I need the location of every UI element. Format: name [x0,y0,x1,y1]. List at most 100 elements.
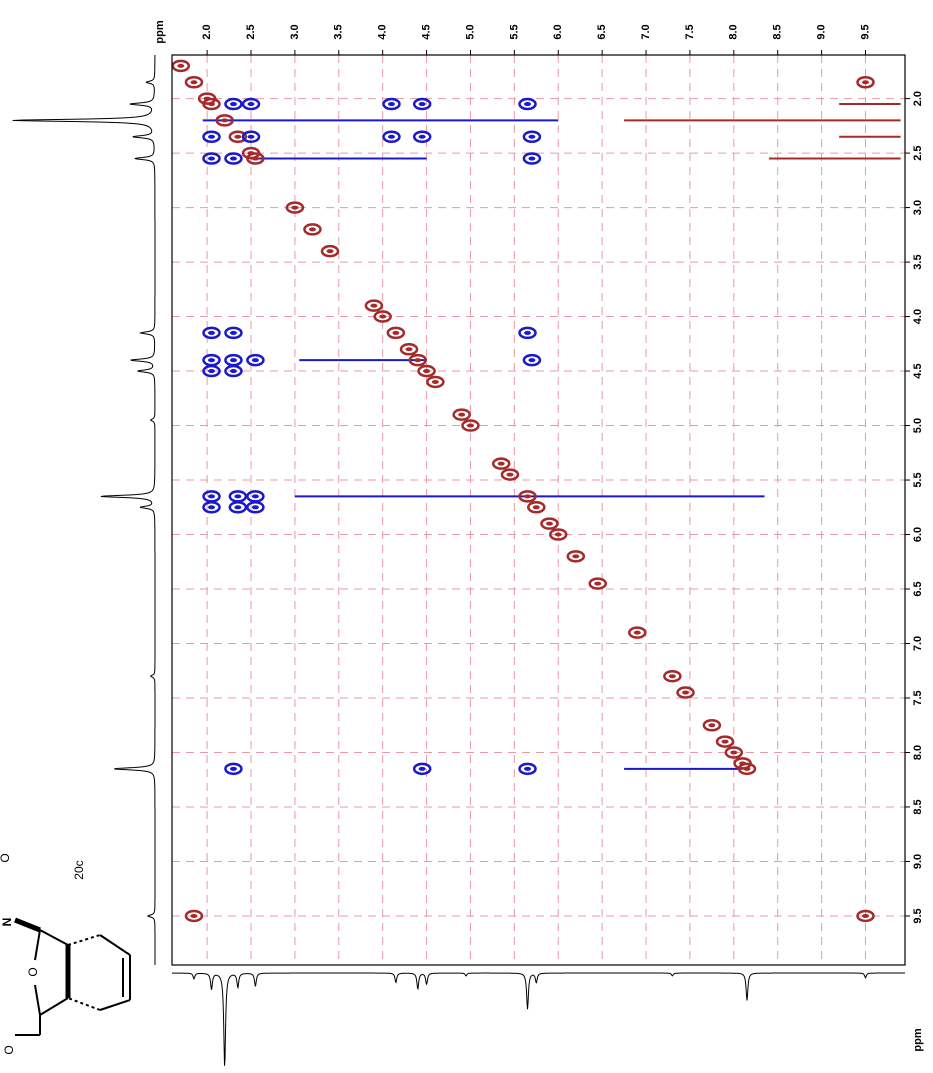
x-tick-label: 4.0 [377,24,389,39]
peak-core [229,156,237,161]
x-tick-label: 5.5 [508,24,520,39]
peak [228,130,248,143]
peak [856,75,875,89]
peak [518,97,537,111]
peak-core [730,750,738,755]
peak [246,501,265,514]
x-tick-label: 6.0 [552,24,564,39]
y-tick-label: 6.5 [912,581,924,596]
peak [224,97,243,111]
y-tick-label: 9.5 [912,908,924,923]
peak [224,326,243,340]
trace-left [12,55,156,965]
peak-core [466,423,474,428]
peak-core [234,134,242,139]
peak-core [370,303,378,308]
structure [14,917,131,1036]
peak-core [190,913,198,918]
peak-core [234,505,242,510]
peak-core [251,505,259,510]
peak [676,686,695,699]
bond [99,934,131,956]
peak-core [682,690,690,695]
y-tick-label: 2.5 [912,145,924,160]
peak [171,59,191,73]
peak-core [208,369,216,374]
peak [408,353,428,367]
peak [241,130,261,143]
peak-core [229,330,237,335]
atom: O [0,853,12,862]
x-tick-label: 5.0 [464,24,476,39]
y-tick-label: 2.0 [912,91,924,106]
peak [856,909,875,923]
peak-core [291,205,299,210]
peak-core [528,156,536,161]
peak [224,762,243,776]
atom: N [0,918,14,927]
x-tick-label: 6.5 [596,24,608,39]
y-tick-label: 4.5 [912,363,924,378]
peak [382,130,401,143]
peak-core [524,494,532,499]
peak [461,419,480,432]
bond [14,917,41,933]
peak-core [251,494,259,499]
peak [184,75,204,89]
peak-core [524,766,532,771]
peak [522,130,542,143]
peak-core [234,494,242,499]
peak-core [528,134,536,139]
peak-core [524,102,532,107]
peak-core [594,581,602,586]
peak [386,326,406,340]
peak-core [545,521,553,526]
peak-core [418,766,426,771]
peak [491,457,511,470]
y-tick-label: 8.0 [912,745,924,760]
peak-core [326,249,334,254]
peak-core [458,412,466,417]
peak-core [247,102,255,107]
trace-bottom [172,972,905,1066]
bond [67,934,101,946]
peak [246,353,265,367]
peak [241,97,261,111]
peak-core [208,330,216,335]
x-tick-label: 2.0 [201,24,213,39]
peak-core [721,739,729,744]
peak [522,152,542,165]
peak [500,468,520,481]
peak [202,130,221,143]
peak [426,375,445,389]
peak [588,577,608,590]
peak-core [229,102,237,107]
peak [628,626,647,639]
atom: O [2,1045,16,1054]
peak-core [387,134,395,139]
peak [702,718,722,732]
peak-core [387,102,395,107]
atom: O [26,967,40,976]
peak [724,746,744,759]
peak [202,364,221,378]
peak-core [708,723,716,728]
peak [399,343,419,356]
peak-core [229,766,237,771]
x-tick-label: 7.0 [640,24,652,39]
peak-core [190,80,198,85]
peak [527,501,546,514]
peak [303,223,322,236]
peak [518,490,537,503]
y-tick-label: 8.5 [912,799,924,814]
peak-core [379,314,387,319]
y-tick-label: 6.0 [912,527,924,542]
peak [320,244,340,258]
peak [364,299,384,312]
y-tick-label: 7.0 [912,636,924,651]
peak [202,152,221,165]
peak-core [418,102,426,107]
peak [715,735,735,748]
peak [202,501,221,514]
peak-core [524,330,532,335]
